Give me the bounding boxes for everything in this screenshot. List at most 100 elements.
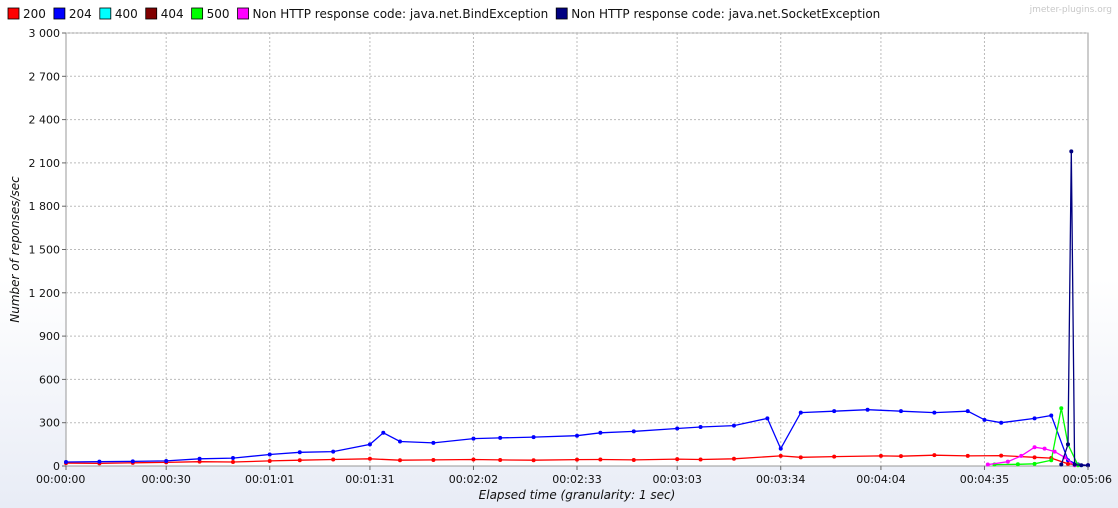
- data-point: [698, 425, 703, 430]
- data-point: [367, 456, 372, 461]
- data-point: [598, 430, 603, 435]
- series-200: [64, 453, 1090, 468]
- x-tick-label: 00:01:01: [245, 473, 294, 486]
- data-point: [1065, 461, 1070, 466]
- data-point: [197, 456, 202, 461]
- x-tick-label: 00:03:34: [756, 473, 805, 486]
- data-point: [832, 454, 837, 459]
- y-tick-label: 300: [39, 417, 60, 430]
- data-point: [1015, 462, 1020, 467]
- data-point: [575, 433, 579, 438]
- data-point: [999, 453, 1004, 458]
- legend-item: 200: [7, 7, 46, 21]
- data-point: [367, 442, 372, 447]
- legend-item: 404: [145, 7, 184, 21]
- data-point: [1032, 455, 1037, 460]
- data-point: [498, 435, 503, 440]
- legend-swatch: [7, 7, 20, 20]
- data-point: [498, 457, 503, 462]
- watermark: jmeter-plugins.org: [1029, 5, 1112, 15]
- data-point: [765, 416, 770, 421]
- series-layer: [64, 149, 1090, 468]
- data-point: [97, 459, 102, 464]
- data-point: [598, 457, 603, 462]
- x-tick-label: 00:01:31: [345, 473, 394, 486]
- y-tick-label: 2 700: [29, 70, 61, 83]
- data-point: [297, 458, 302, 463]
- data-point: [1019, 453, 1024, 458]
- data-point: [431, 457, 436, 462]
- data-point: [965, 409, 970, 414]
- y-axis-title: Number of reponses/sec: [8, 176, 22, 323]
- legend-swatch: [53, 7, 66, 20]
- data-point: [999, 420, 1004, 425]
- series-204: [64, 407, 1090, 468]
- series-Non HTTP response code: java.net.BindException: [985, 445, 1077, 468]
- data-point: [397, 439, 402, 444]
- series-Non HTTP response code: java.net.SocketException: [1059, 149, 1090, 468]
- legend-label: Non HTTP response code: java.net.BindExc…: [253, 7, 549, 21]
- data-point: [731, 423, 736, 428]
- legend-item: Non HTTP response code: java.net.SocketE…: [555, 7, 880, 21]
- x-tick-label: 00:02:02: [449, 473, 498, 486]
- data-point: [731, 456, 736, 461]
- legend-label: 400: [115, 7, 138, 21]
- legend-label: 500: [207, 7, 230, 21]
- data-point: [1079, 463, 1084, 468]
- data-point: [397, 458, 402, 463]
- data-point: [878, 453, 883, 458]
- data-point: [230, 456, 235, 461]
- data-point: [230, 459, 235, 464]
- legend-item: 400: [99, 7, 138, 21]
- data-point: [832, 409, 837, 414]
- x-tick-label: 00:05:06: [1063, 473, 1112, 486]
- data-point: [932, 453, 937, 458]
- x-tick-label: 00:03:03: [652, 473, 701, 486]
- data-point: [267, 452, 272, 457]
- data-point: [1072, 462, 1077, 467]
- legend-swatch: [555, 7, 568, 20]
- legend-item: Non HTTP response code: java.net.BindExc…: [237, 7, 549, 21]
- y-tick-label: 1 500: [29, 244, 61, 257]
- data-point: [898, 409, 903, 414]
- legend-item: 204: [53, 7, 92, 21]
- data-point: [431, 440, 436, 445]
- data-point: [965, 453, 970, 458]
- data-point: [1032, 445, 1037, 450]
- data-point: [130, 459, 135, 464]
- x-tick-label: 00:02:33: [552, 473, 601, 486]
- data-point: [898, 454, 903, 459]
- y-tick-label: 3 000: [29, 27, 61, 40]
- x-tick-label: 00:00:30: [141, 473, 190, 486]
- data-point: [865, 407, 870, 412]
- axes: 0 300 600 900 1 200 1 500 1 800 2 100 2 400 2 700…: [29, 27, 1113, 486]
- x-tick-label: 00:04:35: [960, 473, 1009, 486]
- data-point: [1086, 463, 1090, 468]
- y-tick-label: 600: [39, 373, 60, 386]
- data-point: [471, 457, 476, 462]
- data-point: [164, 458, 169, 463]
- data-point: [1032, 461, 1037, 466]
- y-tick-label: 2 400: [29, 114, 61, 127]
- y-tick-label: 900: [39, 330, 60, 343]
- data-point: [1065, 442, 1070, 447]
- data-point: [531, 458, 536, 463]
- data-point: [575, 457, 579, 462]
- data-point: [798, 410, 803, 415]
- data-point: [1042, 446, 1047, 451]
- grid: [66, 32, 1088, 466]
- x-axis-title: Elapsed time (granularity: 1 sec): [479, 488, 676, 502]
- x-tick-label: 00:00:00: [36, 473, 85, 486]
- legend-item: 500: [191, 7, 230, 21]
- data-point: [778, 446, 783, 451]
- y-tick-label: 1 800: [29, 200, 61, 213]
- legend-swatch: [99, 7, 112, 20]
- series-line: [65, 454, 1089, 466]
- legend-label: Non HTTP response code: java.net.SocketE…: [571, 7, 880, 21]
- data-point: [1052, 449, 1057, 454]
- data-point: [531, 435, 536, 440]
- data-point: [631, 457, 636, 462]
- y-tick-label: 1 200: [29, 287, 61, 300]
- data-point: [297, 450, 302, 455]
- data-point: [1059, 406, 1064, 411]
